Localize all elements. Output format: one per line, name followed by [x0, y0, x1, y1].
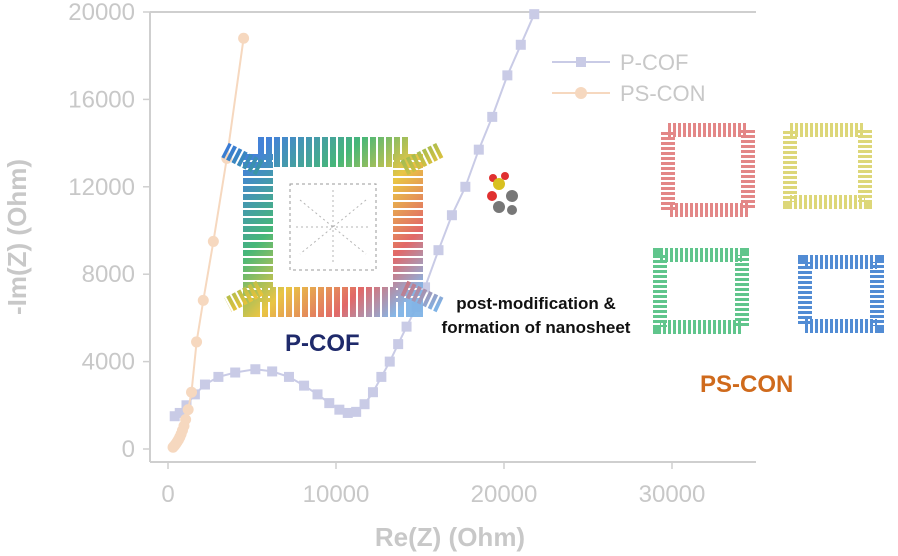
data-point-ps-con — [191, 336, 203, 348]
data-point-p-cof — [169, 411, 180, 422]
data-point-p-cof — [199, 379, 210, 390]
legend-label-ps-con: PS-CON — [620, 81, 706, 106]
data-point-p-cof — [230, 367, 241, 378]
x-tick-label: 0 — [161, 481, 174, 508]
y-axis-title: -Im(Z) (Ohm) — [2, 159, 32, 315]
y-tick-label: 20000 — [68, 0, 135, 26]
data-point-ps-con — [186, 386, 198, 398]
data-point-p-cof — [267, 366, 278, 377]
data-point-p-cof — [351, 406, 362, 417]
p-cof-structure-illustration — [221, 137, 444, 317]
data-point-ps-con — [238, 32, 250, 44]
data-point-p-cof — [342, 407, 353, 418]
data-point-ps-con — [180, 414, 192, 426]
series-ps-con — [167, 32, 250, 453]
data-point-ps-con — [207, 235, 219, 247]
data-point-p-cof — [213, 371, 224, 382]
data-point-p-cof — [515, 39, 526, 50]
data-point-p-cof — [460, 181, 471, 192]
data-point-p-cof — [299, 380, 310, 391]
data-point-p-cof — [174, 407, 185, 418]
data-point-p-cof — [283, 371, 294, 382]
data-point-p-cof — [384, 356, 395, 367]
data-point-p-cof — [502, 70, 513, 81]
data-point-ps-con — [182, 404, 194, 416]
data-point-p-cof — [393, 339, 404, 350]
annotation-post-modification: post-modification & — [456, 294, 616, 313]
data-point-p-cof — [324, 398, 335, 409]
data-point-p-cof — [334, 404, 345, 415]
data-point-p-cof — [367, 387, 378, 398]
x-tick-label: 30000 — [639, 481, 706, 508]
data-point-p-cof — [359, 399, 370, 410]
data-point-p-cof — [401, 321, 412, 332]
y-tick-label: 0 — [122, 436, 135, 463]
x-tick-label: 10000 — [303, 481, 370, 508]
legend-item-p-cof: P-COF — [552, 50, 688, 75]
legend-label-p-cof: P-COF — [620, 50, 688, 75]
data-point-p-cof — [312, 389, 323, 400]
legend-item-ps-con: PS-CON — [552, 81, 706, 106]
data-point-ps-con — [197, 294, 209, 306]
annotation-formation-nanosheet: formation of nanosheet — [442, 318, 631, 337]
y-tick-label: 4000 — [82, 349, 135, 376]
data-point-p-cof — [529, 9, 540, 20]
y-tick-label: 8000 — [82, 261, 135, 288]
data-point-p-cof — [250, 364, 261, 375]
axes — [149, 11, 756, 463]
ps-con-structure-blue — [798, 255, 884, 333]
annotation-p-cof: P-COF — [285, 330, 360, 357]
data-point-p-cof — [487, 111, 498, 122]
sultone-molecule-icon — [487, 172, 518, 215]
legend-marker-p-cof — [576, 57, 586, 67]
x-ticks: 0 10000 20000 30000 — [161, 462, 705, 508]
y-tick-label: 16000 — [68, 86, 135, 113]
ps-con-structure-yellow — [783, 123, 872, 209]
annotation-ps-con: PS-CON — [700, 371, 793, 398]
series-p-cof — [169, 9, 540, 422]
data-point-p-cof — [446, 210, 457, 221]
data-point-p-cof — [376, 371, 387, 382]
legend: P-COF PS-CON — [552, 50, 706, 106]
data-point-p-cof — [420, 282, 431, 293]
legend-marker-ps-con — [575, 87, 587, 99]
x-axis-title: Re(Z) (Ohm) — [375, 522, 525, 552]
y-tick-label: 12000 — [68, 174, 135, 201]
data-point-p-cof — [473, 144, 484, 155]
x-tick-label: 20000 — [471, 481, 538, 508]
ps-con-structure-green — [653, 248, 749, 334]
series-layer — [167, 9, 540, 453]
data-point-p-cof — [433, 245, 444, 256]
y-ticks: 0 4000 8000 12000 16000 20000 — [68, 0, 150, 463]
ps-con-structure-red — [661, 123, 755, 217]
